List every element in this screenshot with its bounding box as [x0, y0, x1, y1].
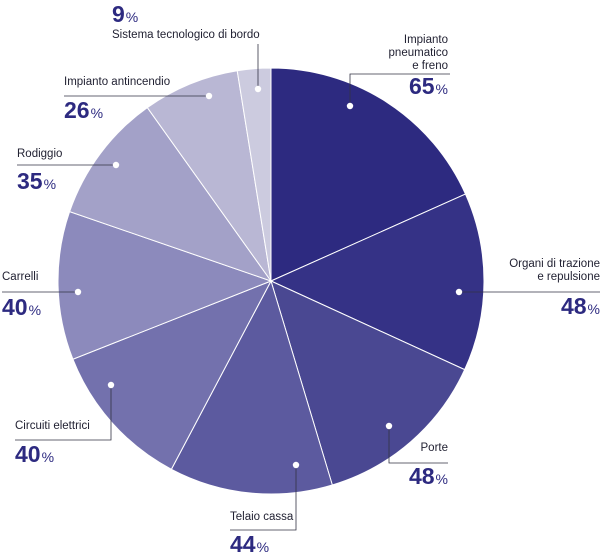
value-circuiti-elettrici: 40%: [15, 442, 54, 470]
label-porte: Porte: [420, 442, 449, 454]
leader-line-3: [388, 426, 448, 464]
label-impianto-antincendio: Impianto antincendio: [64, 76, 171, 88]
label-telaio-cassa: Telaio cassa: [230, 511, 294, 523]
value-number: 40: [2, 294, 28, 320]
leader-dot-7: [112, 161, 120, 169]
value-unit: %: [90, 105, 104, 121]
value-porte: 48%: [390, 464, 448, 492]
value-impianto-antincendio: 26%: [64, 98, 103, 126]
pie-slice-4: [170, 279, 333, 495]
leader-dot-8: [205, 92, 213, 100]
value-unit: %: [125, 9, 139, 25]
value-number: 35: [17, 168, 43, 194]
value-unit: %: [41, 449, 55, 465]
value-unit: %: [43, 176, 57, 192]
value-number: 40: [15, 441, 41, 467]
value-rodiggio: 35%: [17, 169, 56, 197]
value-number: 65: [408, 73, 435, 99]
value-unit: %: [256, 539, 270, 555]
value-number: 48: [408, 463, 435, 489]
pie-slice-5: [72, 280, 273, 470]
value-sistema-tecnologico: 9%: [112, 2, 138, 30]
leader-dot-1: [346, 102, 354, 110]
leader-dot-9: [254, 85, 262, 93]
value-unit: %: [435, 81, 448, 97]
label-carrelli: Carrelli: [2, 271, 39, 283]
pie-slice-9: [236, 67, 272, 282]
leader-dot-4: [292, 461, 300, 469]
leader-dot-6: [74, 288, 82, 296]
pie-slice-2: [269, 193, 485, 371]
leader-dot-2: [455, 288, 463, 296]
leader-dot-3: [385, 422, 393, 430]
pie-slice-7: [68, 106, 273, 282]
label-impianto-pneumatico: Impianto pneumatico e freno: [388, 34, 448, 72]
value-organi-trazione: 48%: [480, 294, 600, 322]
pie-slice-8: [146, 70, 272, 282]
value-unit: %: [587, 301, 600, 317]
pie-slice-3: [270, 280, 466, 486]
value-unit: %: [28, 302, 42, 318]
label-sistema-tecnologico: Sistema tecnologico di bordo: [112, 29, 260, 41]
value-carrelli: 40%: [2, 295, 41, 323]
pie-slice-6: [57, 210, 273, 360]
value-number: 26: [64, 97, 90, 123]
value-telaio-cassa: 44%: [230, 532, 269, 560]
leader-line-1: [349, 73, 450, 106]
label-circuiti-elettrici: Circuiti elettrici: [15, 420, 90, 432]
label-rodiggio: Rodiggio: [17, 148, 63, 160]
leader-line-5: [15, 385, 112, 441]
value-number: 48: [560, 293, 587, 319]
pie-slice-1: [270, 67, 467, 282]
label-organi-trazione: Organi di trazione e repulsione: [509, 258, 600, 283]
value-number: 44: [230, 531, 256, 557]
leader-line-4: [230, 465, 297, 531]
leader-dot-5: [107, 381, 115, 389]
value-impianto-pneumatico: 65%: [350, 74, 448, 102]
value-number: 9: [112, 1, 125, 27]
value-unit: %: [435, 471, 448, 487]
